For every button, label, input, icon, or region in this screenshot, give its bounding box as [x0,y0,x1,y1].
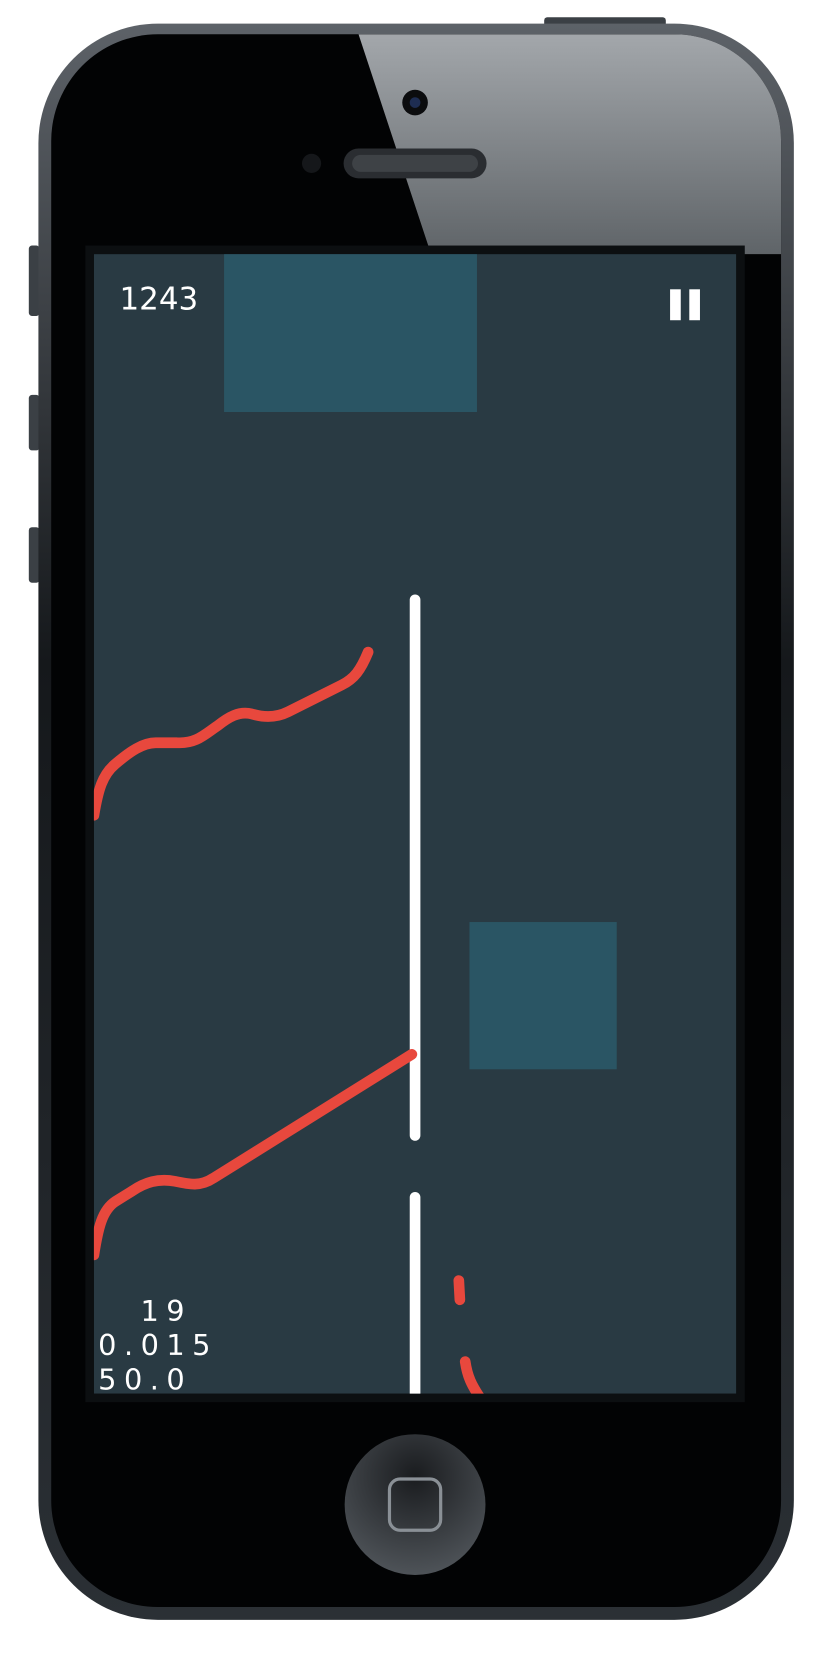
pause-bar [689,289,700,321]
debug-line: 0.015 [98,1328,218,1362]
camera-lens [409,97,421,108]
speaker-grille [352,154,479,172]
pause-bar [670,289,681,321]
debug-line: 50.0 [98,1362,192,1396]
home-button[interactable] [344,1434,486,1576]
trail [453,1275,466,1306]
sensor [301,153,322,173]
block [224,254,477,412]
home-icon [387,1477,443,1532]
trails [93,646,484,1394]
pause-button[interactable] [670,289,700,321]
block [469,922,617,1070]
glare [358,34,782,255]
trail [93,1049,418,1261]
score: 1243 [120,282,199,318]
debug-line: 19 [140,1294,192,1328]
trail [459,1356,484,1394]
trail [93,646,374,821]
game-screen: 1243 19 0.015 50.0 [93,254,737,1396]
